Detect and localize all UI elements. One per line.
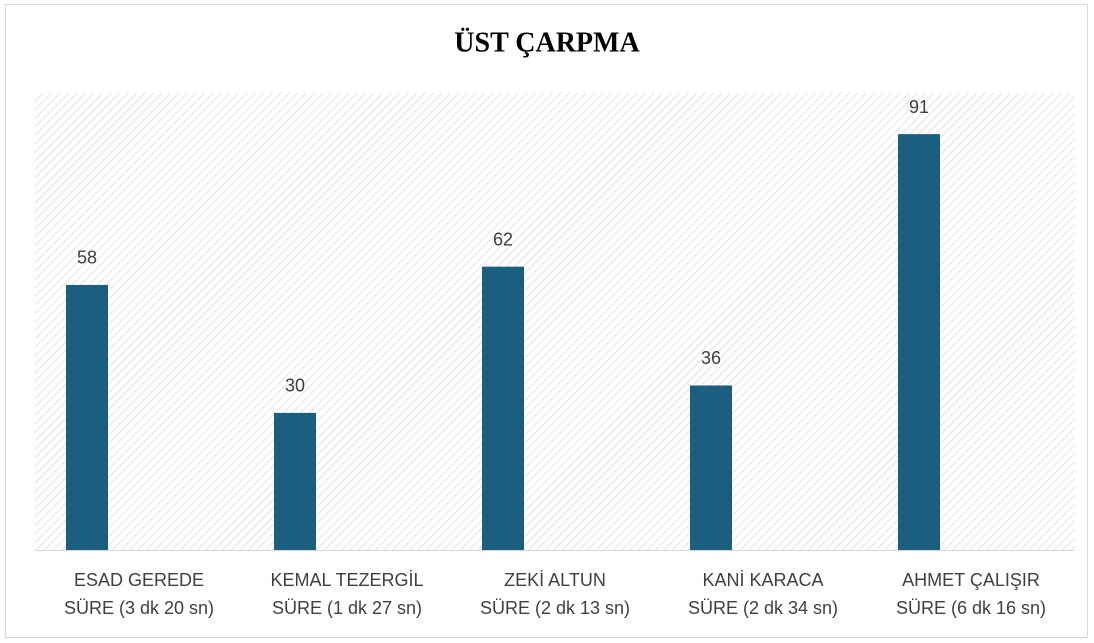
data-label: 91 bbox=[909, 97, 929, 117]
x-tick-label: AHMET ÇALIŞIR bbox=[902, 570, 1040, 590]
data-label: 36 bbox=[701, 348, 721, 368]
chart-title: ÜST ÇARPMA bbox=[454, 27, 640, 58]
bar bbox=[274, 412, 316, 550]
bar bbox=[690, 385, 732, 550]
x-tick-label: KANİ KARACA bbox=[702, 570, 823, 590]
data-label: 62 bbox=[493, 229, 513, 249]
x-tick-label: SÜRE (3 dk 20 sn) bbox=[64, 598, 214, 618]
data-label: 58 bbox=[77, 248, 97, 268]
x-tick-label: SÜRE (6 dk 16 sn) bbox=[896, 598, 1046, 618]
x-tick-label: KEMAL TEZERGİL bbox=[270, 570, 423, 590]
x-tick-label: SÜRE (2 dk 34 sn) bbox=[688, 598, 838, 618]
x-tick-label: ESAD GEREDE bbox=[74, 570, 204, 590]
bar bbox=[482, 266, 524, 550]
x-tick-label: SÜRE (1 dk 27 sn) bbox=[272, 598, 422, 618]
bar bbox=[898, 134, 940, 550]
bar bbox=[66, 284, 108, 550]
data-label: 30 bbox=[285, 376, 305, 396]
x-tick-label: SÜRE (2 dk 13 sn) bbox=[480, 598, 630, 618]
x-tick-label: ZEKİ ALTUN bbox=[504, 570, 606, 590]
